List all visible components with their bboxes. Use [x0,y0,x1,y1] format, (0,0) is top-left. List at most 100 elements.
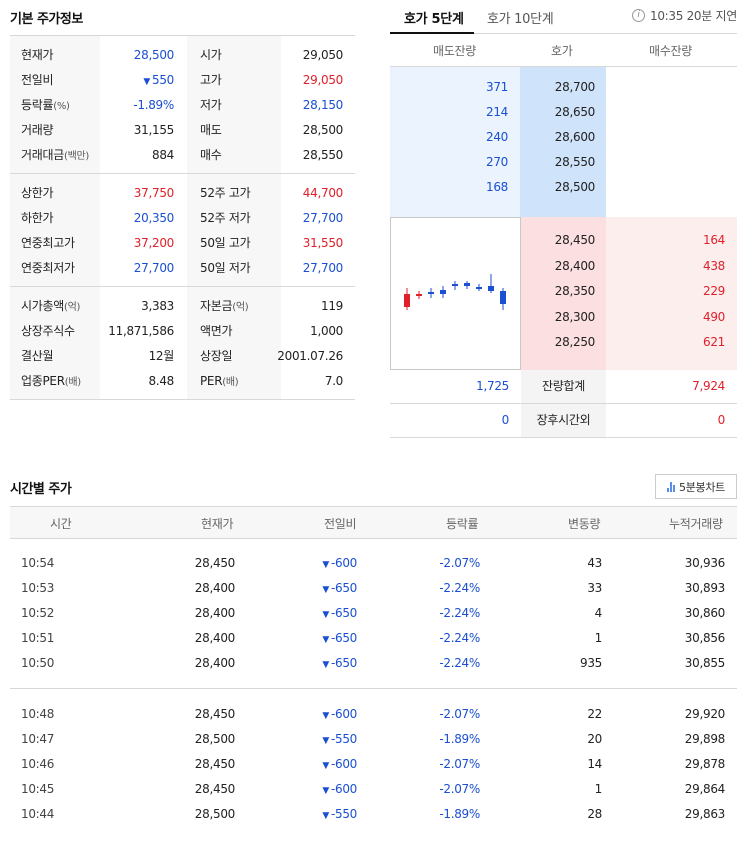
price-cell: 28,450 [194,707,236,721]
bid-price[interactable]: 28,400 [554,258,596,273]
time-cell: 10:52 [21,606,55,620]
bid-price[interactable]: 28,300 [554,309,596,324]
time-cell: 10:50 [21,656,55,670]
basic-label-text: 결산월 [21,349,54,363]
basic-label: 고가 [200,71,222,88]
volume-cell: 43 [587,556,602,570]
cumulative-volume-cell: 30,860 [684,606,726,620]
basic-value: 29,050 [302,72,344,87]
th-vol: 변동량 [568,517,601,531]
down-arrow-icon: ▼ [322,610,329,620]
basic-label-text: PER [200,374,223,388]
tab-5-levels[interactable]: 호가 5단계 [404,12,464,27]
basic-value-text: 11,871,586 [108,323,174,338]
basic-info-group: 상한가 37,750 52주 고가 44,700 하한가 20,350 52주 저가 27,7… [10,174,355,287]
basic-label-text: 52주 고가 [200,186,251,200]
basic-label-text: 자본금 [200,299,233,313]
ask-price[interactable]: 28,700 [554,80,596,94]
price-cell: 28,400 [194,606,236,620]
label-column-bg [10,36,100,173]
candle-body [404,294,410,307]
basic-value: 11,871,586 [108,324,174,338]
th-cum: 누적거래량 [669,517,723,531]
time-table-group: 10:54 28,450 -2.07% 43 30,936 ▼ -600 10:53 28,40… [10,539,737,688]
diff-value: -550 [330,732,357,746]
basic-label-text: 현재가 [21,48,54,62]
basic-info-group: 시가총액(억) 3,383 자본금(억) 119 상장주식수 11,871,586 액면가 1… [10,287,355,400]
cumulative-volume-cell: 29,898 [684,732,726,746]
basic-label-text: 시가 [200,48,222,62]
basic-label-text: 매수 [200,148,222,162]
basic-label-unit: (배) [222,377,239,388]
basic-label-unit: (억) [63,302,81,313]
basic-value-text: 37,750 [133,185,175,200]
down-arrow-icon: ▼ [143,76,150,87]
bid-qty: 490 [702,309,725,324]
active-tab-underline [390,32,474,34]
diff-value: -600 [330,707,357,721]
basic-value: ▼ 550 [143,73,174,87]
th-time: 시간 [50,517,72,531]
down-arrow-icon: ▼ [322,660,329,670]
candle-body [500,291,506,304]
basic-label-text: 상한가 [21,186,54,200]
basic-value: 7.0 [324,373,343,388]
ask-qty: 371 [485,80,508,94]
th-rate: 등락률 [446,517,479,531]
rate-cell: -2.07% [439,782,480,796]
basic-label: 52주 고가 [200,184,251,201]
tab-10-levels[interactable]: 호가 10단계 [487,12,554,27]
ask-price[interactable]: 28,650 [554,105,596,119]
candle-body [428,292,434,294]
rate-cell: -2.24% [439,606,480,620]
price-cell: 28,500 [194,732,236,746]
basic-value: 28,150 [302,97,344,112]
basic-label-text: 하한가 [21,211,54,225]
time-cell: 10:53 [21,581,55,595]
label-column-bg [10,174,100,286]
time-cell: 10:51 [21,631,55,645]
ask-price[interactable]: 28,500 [554,180,596,194]
basic-label-text: 매도 [200,123,222,137]
basic-label-text: 거래량 [21,123,54,137]
basic-info-row: 등락률(%) -1.89% 저가 28,150 [10,92,355,117]
basic-value-text: 27,700 [133,260,175,275]
ask-price-bg [520,67,606,217]
bid-price[interactable]: 28,450 [554,233,596,247]
diff-cell: ▼ -600 [322,757,357,771]
basic-label-text: 50일 고가 [200,236,251,250]
basic-value: 27,700 [133,260,175,275]
basic-value: 37,200 [134,236,175,250]
diff-cell: ▼ -550 [322,732,357,746]
volume-cell: 1 [594,631,603,645]
basic-value: 28,550 [302,147,344,162]
basic-info-title: 기본 주가정보 [10,12,83,27]
after-hours-ask: 0 [501,413,510,427]
table-row: 10:53 28,400 -2.24% 33 30,893 ▼ -650 [10,576,737,601]
basic-info-row: 하한가 20,350 52주 저가 27,700 [10,205,355,230]
bid-price[interactable]: 28,250 [554,335,596,349]
basic-label-text: 저가 [200,98,222,112]
basic-label-text: 52주 저가 [200,211,251,225]
ask-qty-bg [390,67,520,217]
ask-qty: 270 [485,155,508,169]
basic-label-unit: (백만) [63,151,89,162]
diff-value: -600 [330,556,357,570]
basic-value: 2001.07.26 [277,348,343,363]
mini-candle-chart [390,217,521,370]
basic-value-text: 31,155 [133,122,175,137]
ask-price[interactable]: 28,600 [554,130,596,144]
five-min-chart-label: 5분봉차트 [679,480,725,494]
basic-label: 연중최고가 [21,234,75,251]
five-min-chart-button[interactable]: 5분봉차트 [655,474,737,499]
ask-price[interactable]: 28,550 [554,155,596,169]
basic-value-text: 8.48 [148,373,174,388]
price-cell: 28,450 [194,556,236,570]
label-column-bg [187,287,281,399]
bid-price[interactable]: 28,350 [554,284,596,298]
delay-text: 10:35 20분 지연 [649,9,737,23]
info-icon[interactable]: i [631,9,645,22]
time-table-body: 10:54 28,450 -2.07% 43 30,936 ▼ -600 10:53 28,40… [10,539,737,827]
basic-label: 매도 [200,121,222,138]
rate-cell: -2.07% [439,757,480,771]
